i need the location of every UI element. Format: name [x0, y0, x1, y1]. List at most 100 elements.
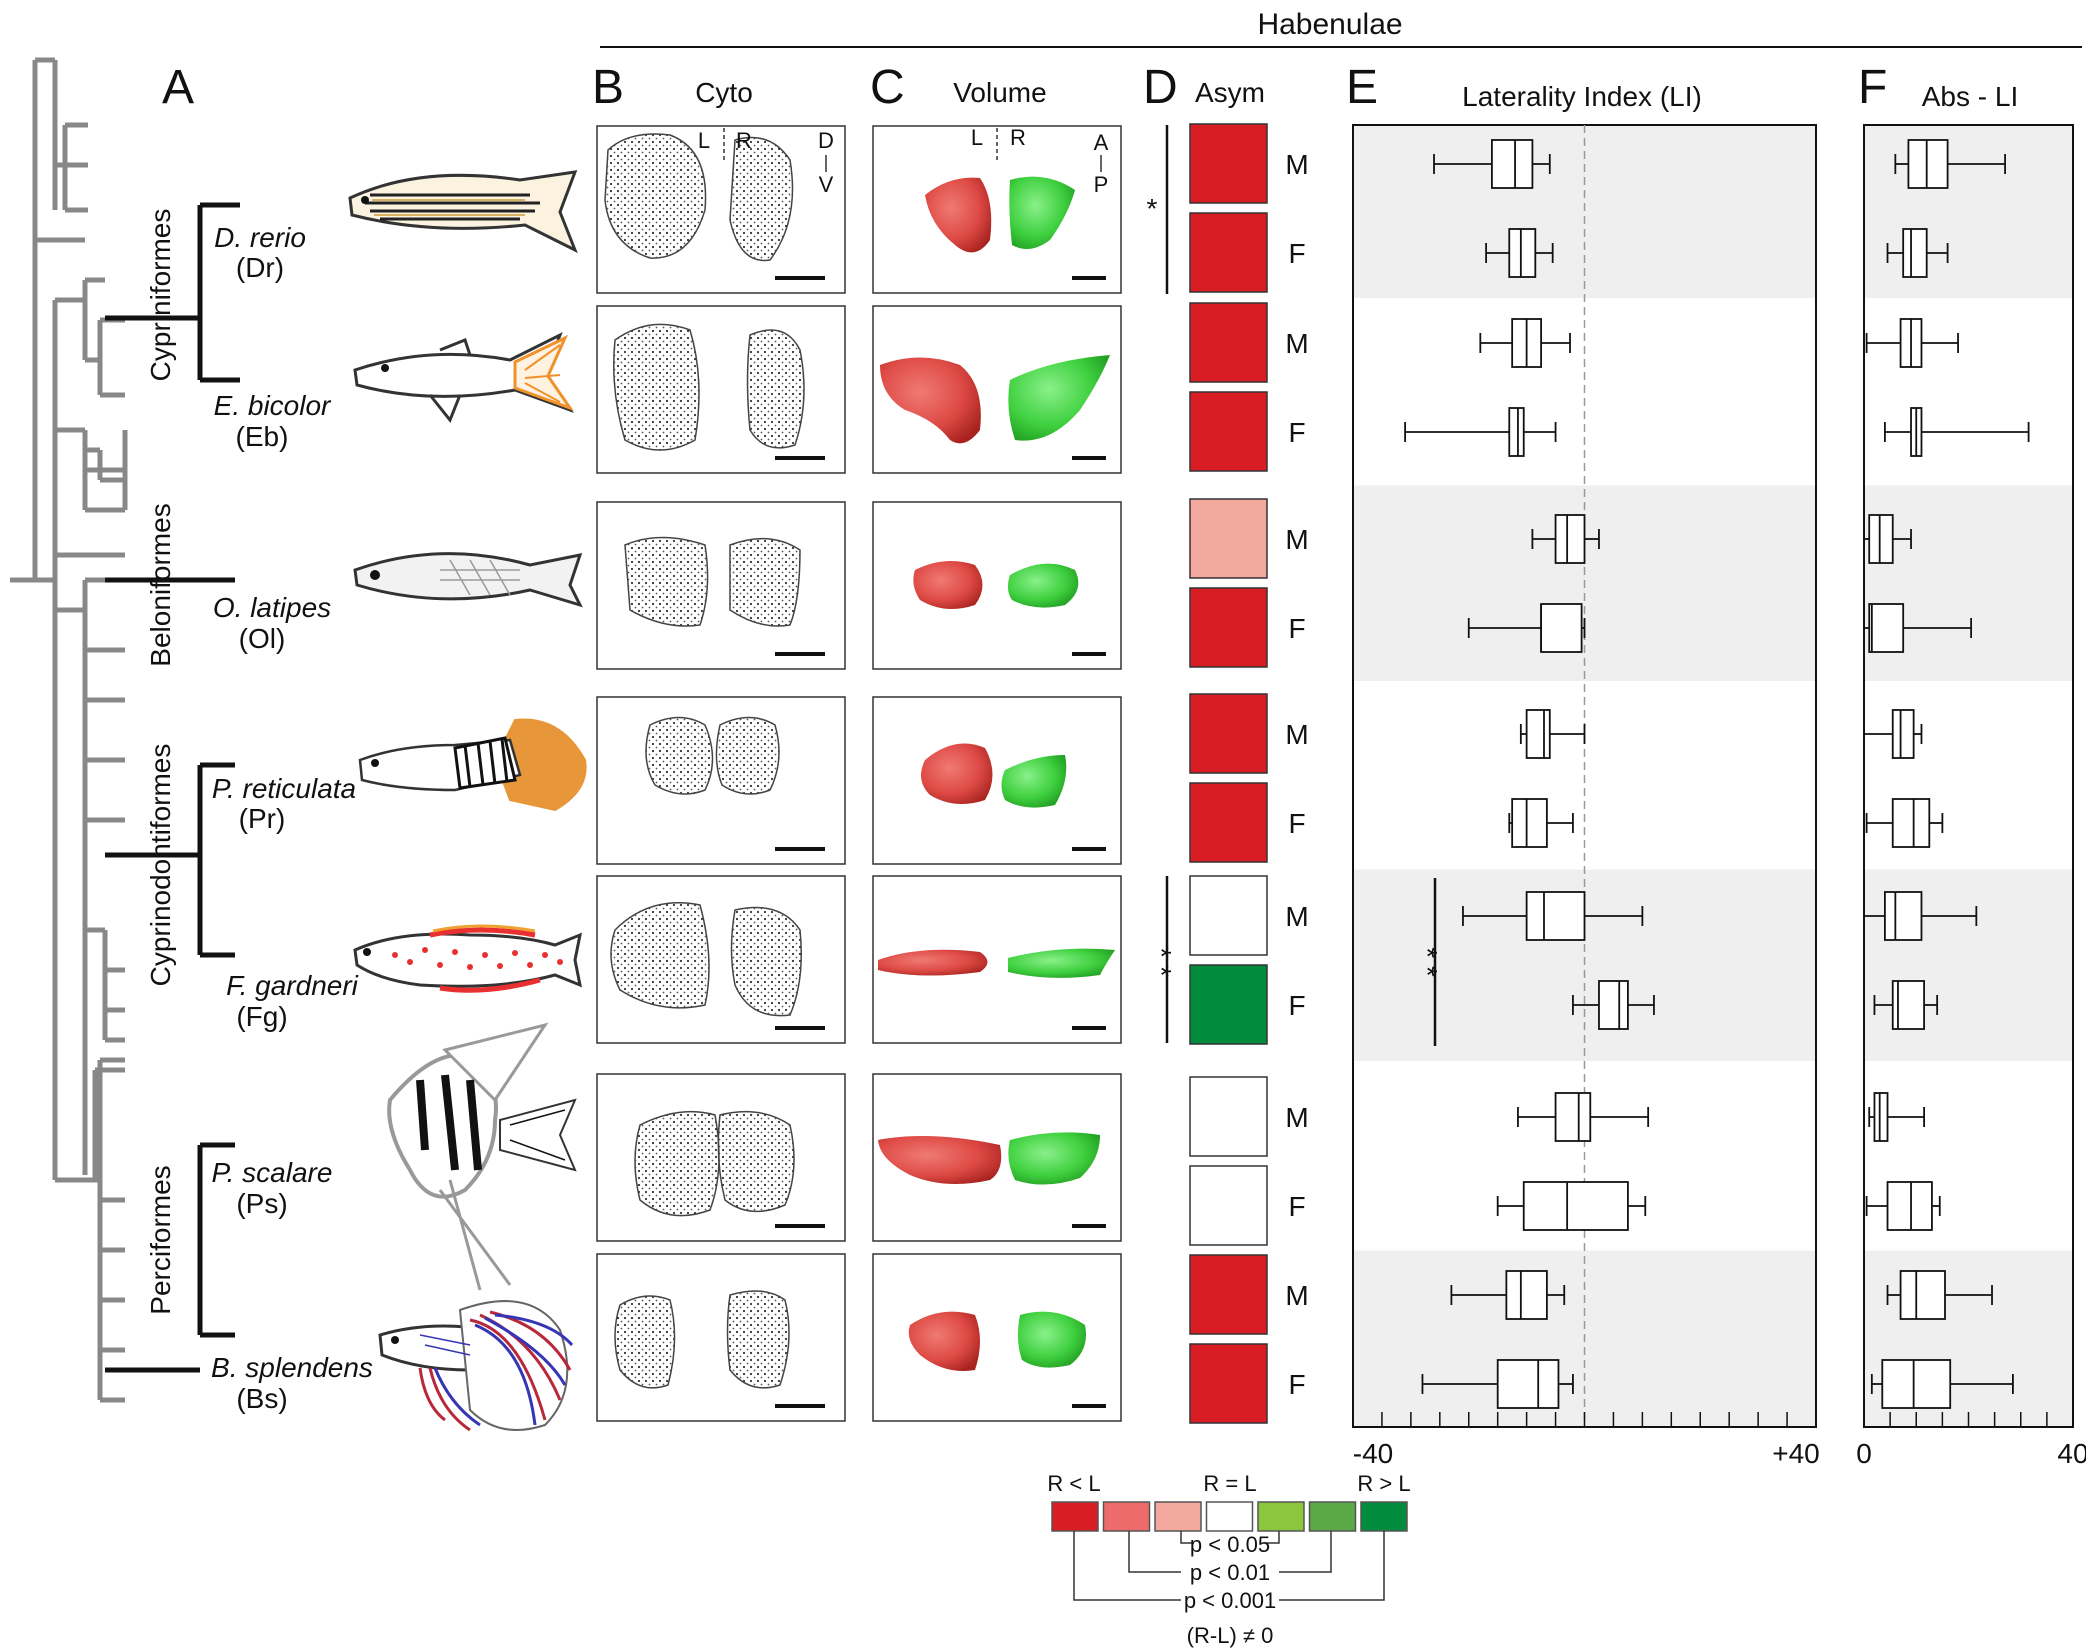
panel-title-cyto: Cyto [695, 77, 753, 108]
volume-scale-bars [1072, 276, 1106, 1408]
fish-illustration-killifish [353, 924, 583, 993]
cyto-dorsal-label: D [818, 128, 834, 153]
box-plot-item [1450, 1270, 1566, 1320]
volume-right-label: R [1010, 125, 1026, 150]
cyto-sections [604, 133, 805, 1389]
li-significance-fg: * * [1412, 947, 1443, 977]
phylogenetic-tree [10, 60, 125, 1430]
asym-significance-fg: * * [1146, 947, 1177, 977]
box [1868, 603, 1905, 653]
box [1554, 1092, 1592, 1142]
fish-illustration-guppy [358, 718, 587, 812]
fish-illustration-angelfish [387, 1022, 577, 1291]
box [1881, 1359, 1952, 1409]
box-plot-item [1863, 891, 1978, 941]
box [1873, 1092, 1889, 1142]
panel-title-asym: Asym [1195, 77, 1265, 108]
box-plot-item [1485, 228, 1554, 278]
box-plot-item [1572, 980, 1655, 1030]
box [1525, 709, 1551, 759]
box [1496, 1359, 1560, 1409]
panel-letter-b: B [592, 61, 624, 114]
asym-square [1189, 693, 1268, 774]
order-label-perciformes: Perciformes [145, 1165, 176, 1314]
legend-swatch [1154, 1501, 1202, 1532]
box [1868, 514, 1894, 564]
asym-squares: M F M F M F M F M F M F M F [1189, 123, 1309, 1424]
asym-square [1189, 123, 1268, 204]
sex-label: M [1285, 901, 1308, 932]
species-name: B. splendens [211, 1352, 373, 1383]
box-plot-item [1865, 318, 1959, 368]
asym-square [1189, 1343, 1268, 1424]
asym-square [1189, 1165, 1268, 1246]
box-plot-item [1531, 514, 1600, 564]
asym-square [1189, 212, 1268, 293]
box-plot-item [1868, 1092, 1925, 1142]
box-plot-item [1421, 1359, 1574, 1409]
species-abbr: (Dr) [236, 252, 284, 283]
box [1891, 798, 1931, 848]
box [1491, 139, 1534, 189]
panel-letter-a: A [162, 61, 194, 114]
x-tick-label: 40 [2057, 1438, 2086, 1469]
box-plot-item [1865, 1181, 1941, 1231]
legend-threshold-005: p < 0.05 [1190, 1532, 1270, 1557]
species-name: E. bicolor [214, 390, 332, 421]
asym-square [1189, 302, 1268, 383]
box-plot-item [1886, 228, 1949, 278]
x-tick-label: 0 [1856, 1438, 1872, 1469]
order-label-cypriniformes: Cypriniformes [145, 209, 176, 382]
laterality-index-plot: -40 +40 [1352, 124, 1820, 1469]
volume-anterior-label: A [1094, 130, 1109, 155]
asym-significance-dr: * [1147, 193, 1158, 224]
cyto-right-label: R [736, 128, 752, 153]
box [1598, 980, 1629, 1030]
panel-letter-f: F [1858, 61, 1887, 114]
box [1525, 891, 1586, 941]
sex-label: M [1285, 328, 1308, 359]
panel-title-abs-li: Abs - LI [1922, 81, 2018, 112]
asym-square [1189, 587, 1268, 668]
sex-label: F [1288, 238, 1305, 269]
box-plot-item [1479, 318, 1571, 368]
asym-square [1189, 964, 1268, 1045]
box [1884, 891, 1923, 941]
sex-label: F [1288, 990, 1305, 1021]
box [1540, 603, 1583, 653]
color-legend [1051, 1501, 1408, 1532]
sex-label: F [1288, 1369, 1305, 1400]
sex-label: M [1285, 149, 1308, 180]
volume-renders [878, 176, 1115, 1371]
box-plot-item [1865, 798, 1944, 848]
box-plot-item [1884, 407, 2030, 457]
volume-posterior-label: P [1094, 172, 1109, 197]
order-label-beloniformes: Beloniformes [145, 503, 176, 666]
box-plot-item [1433, 139, 1551, 189]
species-abbr: (Bs) [236, 1383, 287, 1414]
asym-square [1189, 875, 1268, 956]
fish-illustration-medaka [353, 552, 583, 608]
asym-square [1189, 391, 1268, 472]
box [1511, 798, 1548, 848]
legend-threshold-0001: p < 0.001 [1184, 1588, 1276, 1613]
fish-illustration-zebrafish [348, 170, 578, 254]
fish-illustration-bicolor [353, 331, 575, 423]
box-plot-item [1508, 798, 1574, 848]
sex-label: F [1288, 613, 1305, 644]
box-plot-item [1870, 1359, 2014, 1409]
volume-panel [872, 125, 1122, 1422]
species-name: O. latipes [213, 592, 331, 623]
box-plot-item [1894, 139, 2006, 189]
panel-letter-e: E [1346, 61, 1378, 114]
species-abbr: (Fg) [236, 1001, 287, 1032]
box-plot-item [1404, 407, 1557, 457]
box [1891, 709, 1915, 759]
panel-letter-d: D [1143, 61, 1178, 114]
sex-label: M [1285, 719, 1308, 750]
cyto-scale-bars [775, 276, 825, 1408]
legend-swatch [1102, 1501, 1151, 1532]
row-band [1864, 125, 2073, 298]
species-name: P. reticulata [212, 773, 356, 804]
species-name: D. rerio [214, 222, 306, 253]
